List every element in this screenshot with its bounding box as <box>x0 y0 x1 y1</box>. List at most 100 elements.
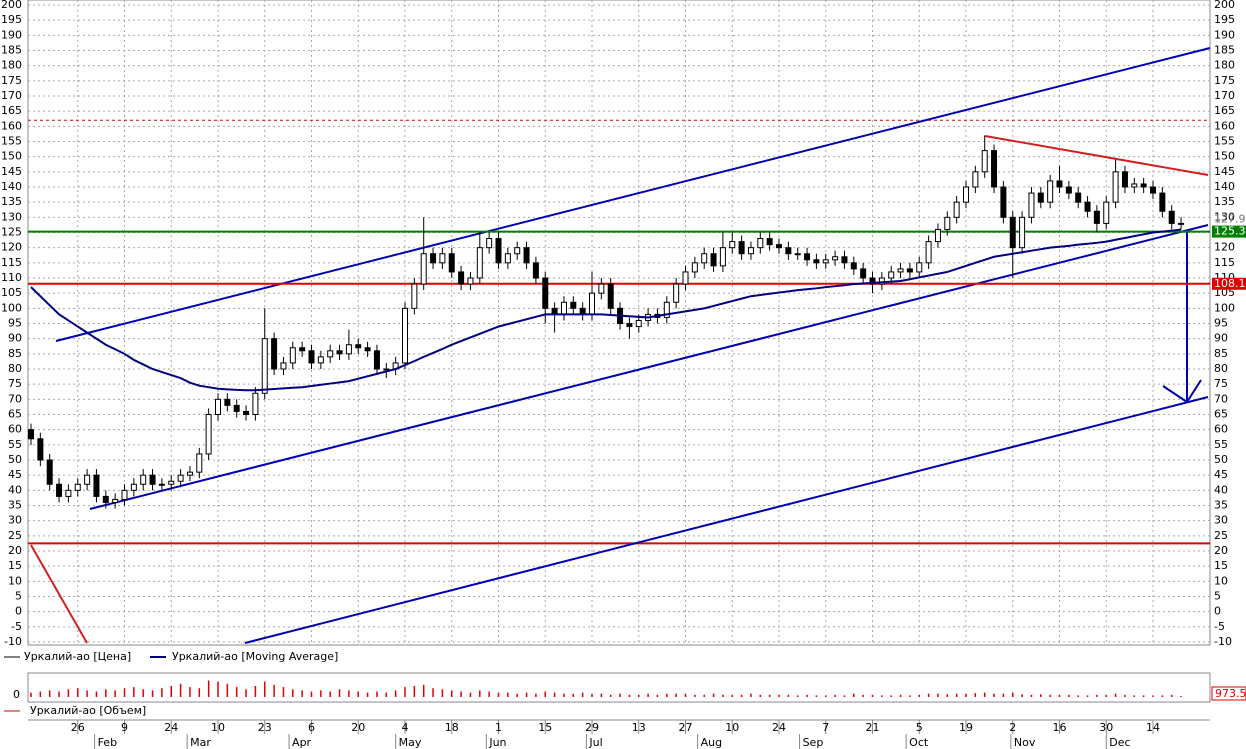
x-tick-label: 1 <box>495 721 502 734</box>
candle-body <box>1028 192 1035 218</box>
month-label: Feb <box>98 736 117 749</box>
y-tick-label: 55 <box>1214 438 1228 451</box>
candle-body <box>149 474 156 485</box>
y-tick-label: 100 <box>1214 301 1235 314</box>
candle-body <box>757 238 764 249</box>
y-tick-label: 0 <box>1214 605 1221 618</box>
y-tick-label: 100 <box>1 301 22 314</box>
y-tick-label: 180 <box>1 59 22 72</box>
x-tick-label: 29 <box>585 721 599 734</box>
candle-body <box>46 459 53 485</box>
candle-body <box>944 216 951 230</box>
candle-body <box>1178 222 1185 225</box>
candle-body <box>411 283 418 309</box>
x-tick-label: 23 <box>258 721 272 734</box>
y-tick-label: 35 <box>8 499 22 512</box>
legend-label: Уркалий-ао [Цена] <box>24 650 131 663</box>
candle-body <box>1084 201 1091 212</box>
candle-body <box>963 186 969 203</box>
legend-label: Уркалий-ао [Объем] <box>30 704 146 717</box>
candle-body <box>308 350 315 364</box>
candle-body <box>607 283 614 309</box>
candle-body <box>635 319 642 328</box>
candle-body <box>523 247 530 264</box>
x-tick-label: 10 <box>211 721 225 734</box>
x-tick-label: 5 <box>916 721 923 734</box>
y-tick-label: 125 <box>1 226 22 239</box>
candle-body <box>589 292 595 315</box>
month-label: Sep <box>803 736 824 749</box>
y-tick-label: 185 <box>1 44 22 57</box>
candle-body <box>925 241 932 264</box>
y-tick-label: 5 <box>15 590 22 603</box>
candle-body <box>673 283 680 303</box>
y-tick-label: 130 <box>1214 210 1235 223</box>
candle-body <box>28 429 34 440</box>
candle-body <box>56 483 63 497</box>
y-tick-label: -10 <box>1214 635 1232 648</box>
y-tick-label: 80 <box>8 362 22 375</box>
x-tick-label: 9 <box>121 721 128 734</box>
y-tick-label: 10 <box>1214 574 1228 587</box>
candle-body <box>738 241 745 255</box>
y-tick-label: 160 <box>1214 119 1235 132</box>
y-tick-label: 60 <box>8 423 22 436</box>
candle-body <box>373 350 380 370</box>
y-tick-label: 120 <box>1 241 22 254</box>
level-label: 125.3 <box>1214 225 1246 238</box>
month-label: Oct <box>909 736 929 749</box>
y-tick-label: 170 <box>1214 89 1235 102</box>
y-tick-label: 165 <box>1214 104 1235 117</box>
arrow-head <box>1162 385 1188 403</box>
candle-body <box>1168 210 1175 224</box>
y-tick-label: 180 <box>1214 59 1235 72</box>
y-tick-label: 120 <box>1214 241 1235 254</box>
candle-body <box>813 259 820 264</box>
x-tick-label: 18 <box>445 721 459 734</box>
y-tick-label: 105 <box>1 286 22 299</box>
y-tick-label: 95 <box>1214 317 1228 330</box>
y-tick-label: 20 <box>1214 544 1228 557</box>
y-tick-label: 190 <box>1 28 22 41</box>
volume-panel <box>27 672 1211 703</box>
x-tick-label: 6 <box>308 721 315 734</box>
y-tick-label: 25 <box>8 529 22 542</box>
candle-body <box>626 323 633 328</box>
candle-body <box>598 283 605 294</box>
candle-body <box>747 247 754 255</box>
candle-body <box>832 256 839 261</box>
candle-body <box>897 268 904 273</box>
month-label: Mar <box>190 736 211 749</box>
month-label: Aug <box>701 736 722 749</box>
candle-body <box>467 277 474 285</box>
y-tick-label: 155 <box>1 135 22 148</box>
y-tick-label: 140 <box>1 180 22 193</box>
candle-body <box>355 344 362 349</box>
candle-body <box>495 238 502 264</box>
candle-body <box>850 262 857 270</box>
y-tick-label: 135 <box>1 195 22 208</box>
candle-body <box>243 410 250 416</box>
candle-body <box>205 414 212 455</box>
y-tick-label: 135 <box>1214 195 1235 208</box>
y-tick-label: 155 <box>1214 135 1235 148</box>
candle-body <box>448 253 455 273</box>
candle-body <box>224 398 231 406</box>
candle-body <box>981 150 988 173</box>
candle-body <box>327 350 334 358</box>
y-tick-label: 30 <box>8 514 22 527</box>
candle-body <box>84 474 91 485</box>
y-tick-label: 65 <box>1214 408 1228 421</box>
candle-body <box>934 228 941 243</box>
y-tick-label: 50 <box>1214 453 1228 466</box>
candle-body <box>252 392 259 415</box>
y-tick-label: 85 <box>8 347 22 360</box>
y-tick-label: 175 <box>1214 74 1235 87</box>
candle-body <box>991 150 998 188</box>
channel-lower <box>244 396 1209 644</box>
y-tick-label: 185 <box>1214 44 1235 57</box>
x-tick-label: 13 <box>632 721 646 734</box>
y-tick-label: 90 <box>8 332 22 345</box>
y-tick-label: 85 <box>1214 347 1228 360</box>
y-tick-label: -5 <box>11 620 22 633</box>
